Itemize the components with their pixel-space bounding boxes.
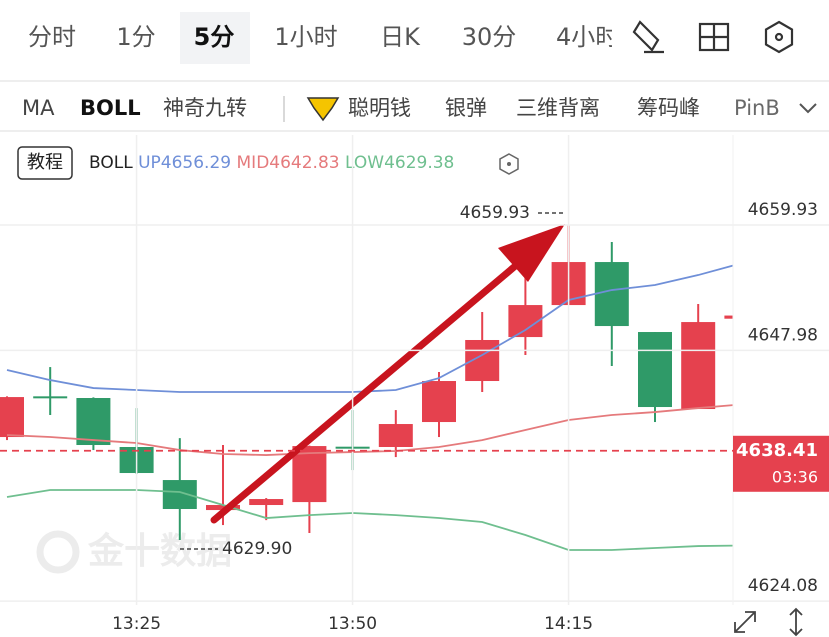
candle-body: [249, 499, 284, 506]
candle-body: [422, 381, 456, 423]
tab[interactable]: 1分: [116, 23, 155, 51]
tab[interactable]: 4小时: [556, 23, 619, 51]
tab[interactable]: 30分: [462, 23, 517, 51]
max-marker: 4659.93: [460, 203, 530, 223]
tab[interactable]: 分时: [28, 23, 76, 51]
candle-body: [76, 398, 111, 446]
indicator[interactable]: 聪明钱: [348, 96, 411, 120]
y-tick-label: 4659.93: [748, 200, 818, 220]
tab[interactable]: 5分: [194, 23, 235, 51]
indicator[interactable]: 银弹: [445, 96, 487, 120]
candle-body: [594, 262, 629, 327]
tutorial-label[interactable]: 教程: [27, 152, 63, 173]
legend-name: MID: [237, 153, 270, 173]
boll-legend: BOLL UP4656.29 MID4642.83 LOW4629.38: [89, 153, 454, 173]
indicator-name: BOLL: [89, 153, 133, 173]
legend-value: 4656.29: [161, 153, 231, 173]
tab[interactable]: 1小时: [274, 23, 337, 51]
candle-body: [292, 446, 327, 503]
candle-body: [0, 397, 24, 438]
x-tick-label: 13:25: [112, 614, 161, 634]
selected-tab-bg: [180, 12, 250, 64]
legend-name: UP: [138, 153, 161, 173]
y-tick-label: 4624.08: [748, 576, 818, 596]
indicator[interactable]: BOLL: [80, 96, 141, 120]
indicator[interactable]: 神奇九转: [163, 96, 247, 120]
legend-name: LOW: [345, 153, 384, 173]
candle-body: [33, 396, 68, 399]
annotation-arrow: [210, 224, 565, 524]
candle-body: [162, 480, 197, 510]
x-tick-label: 14:15: [544, 614, 593, 634]
min-marker: 4629.90: [222, 539, 292, 559]
tab[interactable]: 日K: [380, 23, 421, 51]
boll-line: [6, 264, 733, 393]
countdown: 03:36: [772, 467, 818, 486]
candle-body: [681, 322, 716, 410]
indicator[interactable]: MA: [22, 96, 55, 120]
indicator[interactable]: PinB: [734, 96, 780, 120]
fullscreen-icons[interactable]: [734, 607, 803, 637]
legend-value: 4642.83: [269, 153, 339, 173]
y-tick-label: 4647.98: [748, 325, 818, 345]
indicator[interactable]: 筹码峰: [637, 96, 700, 120]
candle-body: [206, 505, 240, 511]
tutorial-button[interactable]: [17, 146, 73, 180]
legend-value: 4629.38: [384, 153, 454, 173]
candle-body: [508, 305, 543, 338]
boll-line: [6, 489, 733, 551]
candle-body: [378, 424, 413, 448]
candle-body: [724, 315, 733, 319]
toolbar-icons[interactable]: [632, 20, 794, 54]
candle-body: [638, 332, 672, 408]
x-tick-label: 13:50: [328, 614, 377, 634]
premium-icon: [306, 97, 340, 122]
watermark: 金十数据: [87, 530, 232, 572]
indicator[interactable]: 三维背离: [516, 96, 600, 120]
last-price-box: [733, 435, 829, 492]
last-price-label: 4638.41: [736, 440, 818, 461]
